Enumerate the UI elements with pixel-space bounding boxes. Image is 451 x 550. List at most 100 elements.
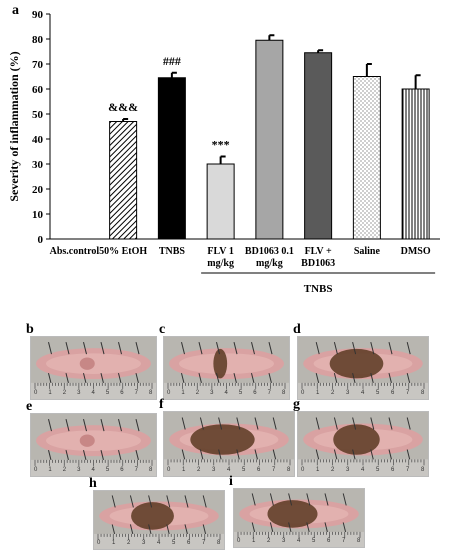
ruler-number: 4 — [91, 467, 95, 473]
ruler-number: 2 — [127, 540, 131, 546]
ruler-number: 0 — [167, 390, 171, 396]
bar — [206, 163, 235, 240]
ruler-number: 6 — [391, 467, 395, 473]
x-tick-label: Abs.control — [50, 246, 100, 257]
ruler-number: 2 — [197, 467, 201, 473]
bar — [401, 88, 430, 240]
colon-photo-f: 0 1 2 3 4 5 6 7 8 — [163, 411, 295, 477]
photo-label-h: h — [89, 476, 97, 491]
ruler-number: 5 — [172, 540, 176, 546]
ruler-number: 7 — [406, 390, 410, 396]
ruler-number: 8 — [217, 540, 221, 546]
ruler-number: 1 — [112, 540, 116, 546]
ruler-number: 7 — [134, 390, 138, 396]
ruler-number: 1 — [48, 467, 52, 473]
colon-photo-h: 0 1 2 3 4 5 6 7 8 — [93, 490, 225, 550]
ruler-number: 7 — [267, 390, 271, 396]
ruler-number: 1 — [316, 390, 320, 396]
ruler-number: 3 — [77, 467, 81, 473]
ruler-number: 4 — [361, 467, 365, 473]
ruler-number: 0 — [301, 467, 305, 473]
x-tick-label: 50% EtOH — [99, 246, 147, 257]
ruler-number: 3 — [346, 390, 350, 396]
ruler-number: 8 — [149, 390, 153, 396]
x-tick-label: DMSO — [401, 246, 431, 257]
ruler-number: 2 — [195, 390, 200, 396]
ruler-number: 5 — [238, 390, 243, 396]
colon-photo-e: 0 1 2 3 4 5 6 7 8 — [30, 413, 157, 477]
ruler-number: 0 — [301, 390, 305, 396]
bar — [352, 76, 381, 240]
y-tick-label: 0 — [38, 234, 44, 246]
significance-label: *** — [212, 138, 230, 152]
ruler-number: 4 — [297, 538, 301, 544]
ruler-number: 6 — [253, 390, 257, 396]
ruler-number: 5 — [242, 467, 246, 473]
ruler-number: 2 — [62, 467, 67, 473]
ruler-number: 0 — [237, 538, 241, 544]
y-tick-label: 30 — [32, 159, 44, 171]
x-tick-label: FLV + BD1063 — [301, 246, 335, 269]
group-label: TNBS — [304, 283, 333, 295]
photo-label-c: c — [159, 322, 166, 337]
significance-label: ### — [163, 54, 181, 68]
ruler-number: 0 — [34, 467, 38, 473]
ruler-number: 6 — [327, 538, 331, 544]
y-tick-label: 90 — [32, 9, 44, 21]
x-tick-label: BD1063 0.1 mg/kg — [245, 246, 294, 269]
bar-chart: a 0 10 20 30 40 50 60 70 80 90 Severity of inflamm… — [7, 3, 440, 295]
ruler-number: 6 — [120, 467, 124, 473]
ruler-number: 0 — [97, 540, 101, 546]
photo-label-f: f — [159, 397, 164, 412]
x-tick-label: FLV 1 mg/kg — [207, 246, 234, 269]
ruler-number: 4 — [157, 540, 161, 546]
ruler-number: 5 — [312, 538, 316, 544]
photo-label-b: b — [26, 322, 34, 337]
ruler-number: 8 — [149, 467, 153, 473]
ruler-number: 2 — [62, 390, 67, 396]
ruler-number: 8 — [287, 467, 291, 473]
ruler-number: 6 — [391, 390, 395, 396]
ruler-number: 2 — [267, 538, 271, 544]
ruler-number: 5 — [105, 467, 110, 473]
ruler-number: 3 — [210, 390, 214, 396]
ruler-number: 5 — [105, 390, 110, 396]
y-tick-label: 40 — [32, 134, 44, 146]
x-tick-label: TNBS — [159, 246, 186, 257]
ruler-number: 6 — [257, 467, 261, 473]
ruler-number: 7 — [202, 540, 206, 546]
ruler-number: 7 — [406, 467, 410, 473]
y-axis-label: Severity of inflammation (%) — [7, 51, 21, 201]
ruler-number: 4 — [361, 390, 365, 396]
ruler-number: 1 — [181, 390, 185, 396]
ruler-number: 7 — [134, 467, 138, 473]
ruler-number: 0 — [34, 390, 38, 396]
bar — [157, 77, 186, 240]
x-tick-label: Saline — [354, 246, 381, 257]
ruler-number: 4 — [227, 467, 231, 473]
y-tick-label: 70 — [32, 59, 44, 71]
y-tick-label: 80 — [32, 34, 44, 46]
ruler-number: 7 — [272, 467, 276, 473]
ruler-number: 5 — [376, 467, 380, 473]
photo-label-d: d — [293, 322, 301, 337]
ruler-number: 4 — [224, 390, 228, 396]
ruler-number: 8 — [421, 467, 425, 473]
ruler-number: 1 — [182, 467, 186, 473]
photo-label-g: g — [293, 397, 300, 412]
ruler-number: 8 — [282, 390, 286, 396]
ruler-number: 8 — [357, 538, 361, 544]
ruler-number: 3 — [282, 538, 286, 544]
colon-photo-d: 0 1 2 3 4 5 6 7 8 — [297, 336, 429, 400]
ruler-number: 5 — [376, 390, 380, 396]
y-tick-label: 60 — [32, 84, 44, 96]
colon-photo-g: 0 1 2 3 4 5 6 7 8 — [297, 411, 429, 477]
bar — [109, 121, 138, 240]
photo-label-i: i — [229, 474, 233, 489]
colon-photo-c: 0 1 2 3 4 5 6 7 8 — [163, 336, 290, 400]
bar — [255, 39, 284, 240]
ruler-number: 6 — [187, 540, 191, 546]
ruler-number: 4 — [91, 390, 95, 396]
ruler-number: 2 — [331, 390, 335, 396]
ruler-number: 3 — [77, 390, 81, 396]
